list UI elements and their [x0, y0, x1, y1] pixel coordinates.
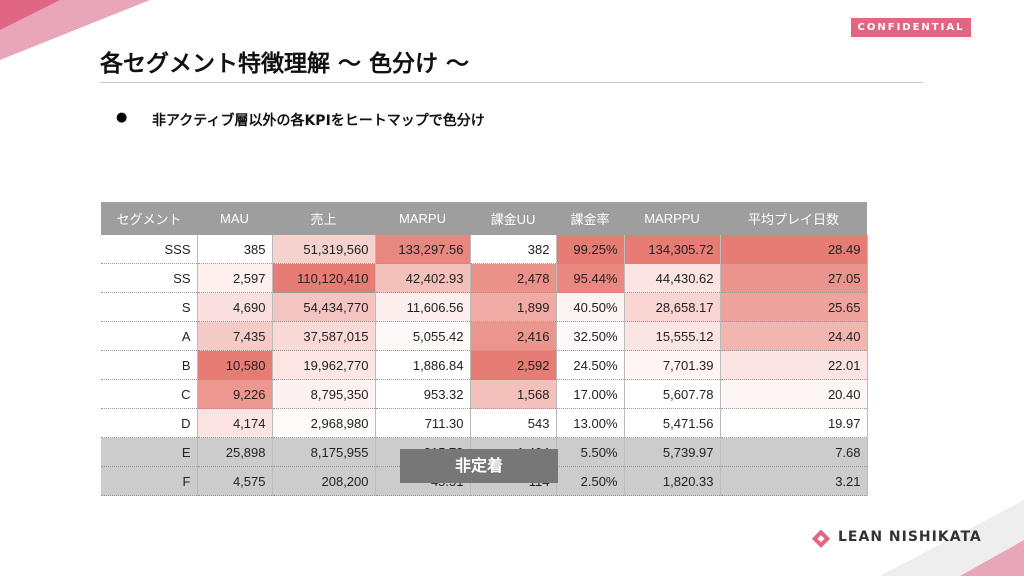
table-cell: F — [101, 466, 198, 496]
table-cell: 4,575 — [197, 466, 273, 496]
table-cell: 24.40 — [720, 321, 868, 351]
logo: LEAN NISHIKATA — [838, 529, 982, 545]
table-cell: 5,739.97 — [624, 437, 721, 467]
table-cell: 1,820.33 — [624, 466, 721, 496]
table-cell: 25.65 — [720, 292, 868, 322]
table-cell: 711.30 — [375, 408, 471, 438]
table-cell: SSS — [101, 235, 198, 264]
column-header: 課金UU — [470, 202, 556, 235]
table-cell: 37,587,015 — [272, 321, 376, 351]
table-cell: C — [101, 379, 198, 409]
table-cell: D — [101, 408, 198, 438]
table-cell: 3.21 — [720, 466, 868, 496]
table-row: S 4,690 54,434,770 11,606.56 1,899 40.50% 28,6… — [101, 292, 868, 322]
table-cell: 1,886.84 — [375, 350, 471, 380]
table-cell: 2,416 — [470, 321, 557, 351]
table-cell: 22.01 — [720, 350, 868, 380]
overlay-label: 非定着 — [400, 449, 558, 483]
table-cell: SS — [101, 263, 198, 293]
table-row: C 9,226 8,795,350 953.32 1,568 17.00% 5,607.78… — [101, 379, 868, 409]
table-row: SSS 385 51,319,560 133,297.56 382 99.25% 134,3… — [101, 235, 868, 264]
table-cell: 54,434,770 — [272, 292, 376, 322]
table-cell: 385 — [197, 235, 273, 264]
column-header: 平均プレイ日数 — [720, 202, 867, 235]
table-cell: 24.50% — [556, 350, 625, 380]
table-cell: B — [101, 350, 198, 380]
table-cell: 5,055.42 — [375, 321, 471, 351]
table-cell: 110,120,410 — [272, 263, 376, 293]
slide-title: 各セグメント特徴理解 ～ 色分け ～ — [100, 51, 470, 77]
table-cell: 7,435 — [197, 321, 273, 351]
table-row: D 4,174 2,968,980 711.30 543 13.00% 5,471.56 19… — [101, 408, 868, 438]
table-cell: 2,592 — [470, 350, 557, 380]
table-cell: 2,478 — [470, 263, 557, 293]
table-cell: 543 — [470, 408, 557, 438]
table-cell: 17.00% — [556, 379, 625, 409]
table-cell: 11,606.56 — [375, 292, 471, 322]
table-cell: A — [101, 321, 198, 351]
table-cell: 99.25% — [556, 235, 625, 264]
table-cell: 7.68 — [720, 437, 868, 467]
column-header: MARPPU — [624, 202, 720, 235]
table-cell: 1,899 — [470, 292, 557, 322]
table-cell: 27.05 — [720, 263, 868, 293]
table-cell: 13.00% — [556, 408, 625, 438]
table-cell: 40.50% — [556, 292, 625, 322]
divider — [100, 82, 923, 83]
table-cell: 95.44% — [556, 263, 625, 293]
table-cell: 42,402.93 — [375, 263, 471, 293]
table-cell: 134,305.72 — [624, 235, 721, 264]
table-cell: 15,555.12 — [624, 321, 721, 351]
table-cell: 382 — [470, 235, 557, 264]
column-header: 課金率 — [556, 202, 624, 235]
table-cell: 19,962,770 — [272, 350, 376, 380]
table-cell: 51,319,560 — [272, 235, 376, 264]
table-cell: 7,701.39 — [624, 350, 721, 380]
table-cell: 4,690 — [197, 292, 273, 322]
heatmap-table: セグメント MAU 売上 MARPU 課金UU 課金率 MARPPU 平均プレイ日数 SSS 38… — [101, 202, 868, 496]
table-cell: 5,607.78 — [624, 379, 721, 409]
header-row: セグメント MAU 売上 MARPU 課金UU 課金率 MARPPU 平均プレイ日数 — [101, 202, 867, 235]
table-cell: 32.50% — [556, 321, 625, 351]
table-cell: 133,297.56 — [375, 235, 471, 264]
table-cell: 28.49 — [720, 235, 868, 264]
table-cell: 5.50% — [556, 437, 625, 467]
table-cell: 25,898 — [197, 437, 273, 467]
table-cell: 208,200 — [272, 466, 376, 496]
table-cell: 9,226 — [197, 379, 273, 409]
table-cell: 5,471.56 — [624, 408, 721, 438]
column-header: 売上 — [272, 202, 375, 235]
table-body: SSS 385 51,319,560 133,297.56 382 99.25% 134,3… — [101, 235, 868, 496]
table-cell: S — [101, 292, 198, 322]
table-cell: 2,968,980 — [272, 408, 376, 438]
table-cell: 1,568 — [470, 379, 557, 409]
table-cell: 10,580 — [197, 350, 273, 380]
table-cell: 20.40 — [720, 379, 868, 409]
table-cell: 2,597 — [197, 263, 273, 293]
table-cell: 8,175,955 — [272, 437, 376, 467]
bullet-dot: ● — [116, 110, 128, 125]
column-header: MAU — [197, 202, 272, 235]
table-cell: 4,174 — [197, 408, 273, 438]
column-header: セグメント — [101, 202, 197, 235]
table-cell: 953.32 — [375, 379, 471, 409]
table-row: SS 2,597 110,120,410 42,402.93 2,478 95.44% 44… — [101, 263, 868, 293]
table-row: B 10,580 19,962,770 1,886.84 2,592 24.50% 7,70… — [101, 350, 868, 380]
table-cell: E — [101, 437, 198, 467]
table-cell: 44,430.62 — [624, 263, 721, 293]
table-cell: 28,658.17 — [624, 292, 721, 322]
table-cell: 8,795,350 — [272, 379, 376, 409]
table-cell: 2.50% — [556, 466, 625, 496]
table-cell: 19.97 — [720, 408, 868, 438]
bullet-text: 非アクティブ層以外の各KPIをヒートマップで色分け — [152, 113, 485, 129]
confidential-badge: CONFIDENTIAL — [851, 18, 971, 37]
table-row: A 7,435 37,587,015 5,055.42 2,416 32.50% 15,55… — [101, 321, 868, 351]
column-header: MARPU — [375, 202, 470, 235]
